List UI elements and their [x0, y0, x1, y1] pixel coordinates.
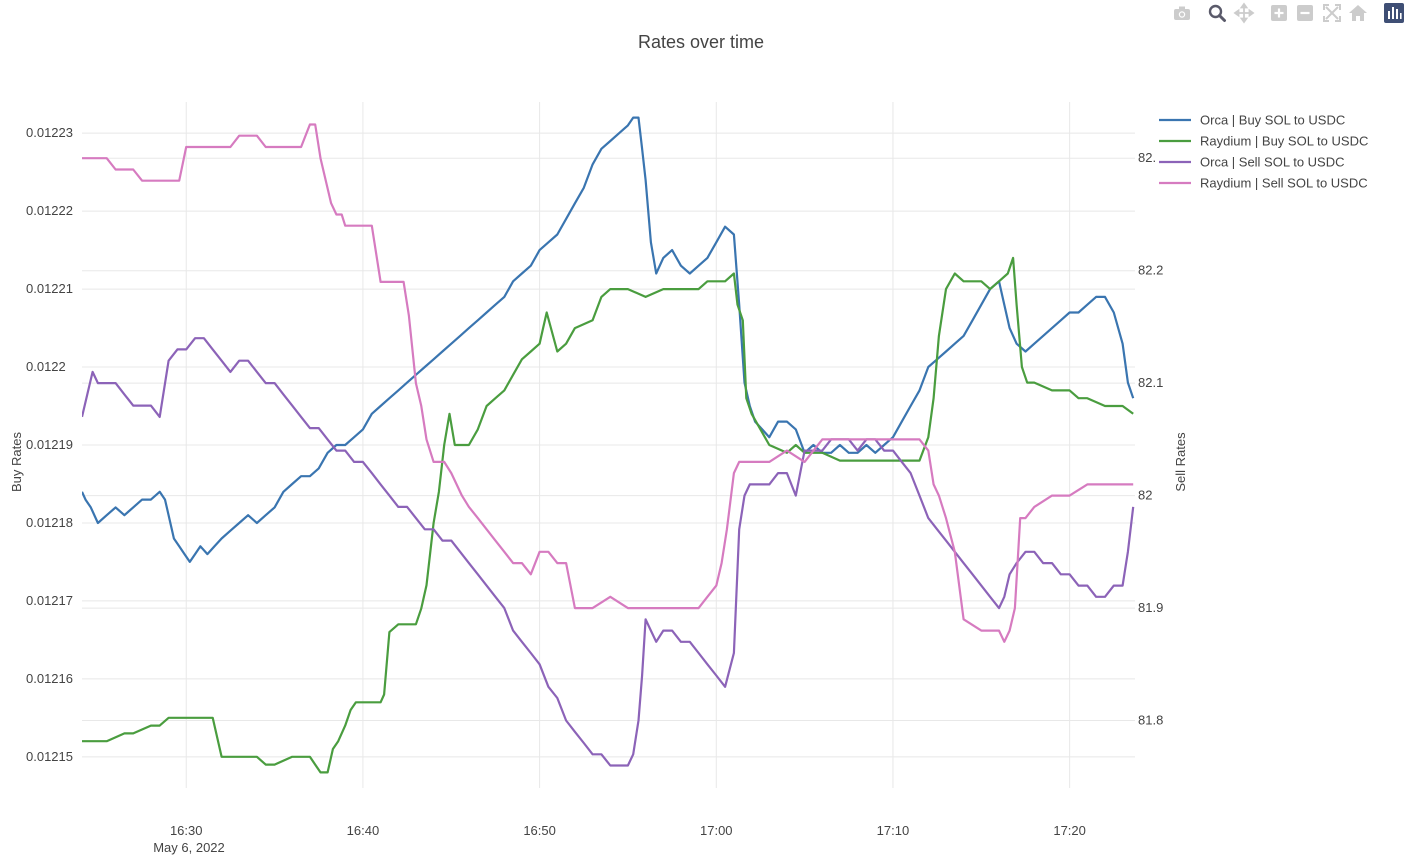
y-left-axis-label: Buy Rates	[9, 432, 24, 492]
zoom-out-icon[interactable]	[1294, 2, 1316, 24]
y-left-tick-label: 0.01215	[26, 749, 73, 764]
y-right-tick-label: 82.	[1138, 150, 1156, 165]
x-tick-label: 17:10	[877, 823, 910, 838]
series-layer	[82, 116, 1135, 774]
legend[interactable]: Orca | Buy SOL to USDC Raydium | Buy SOL …	[1159, 113, 1368, 191]
camera-icon[interactable]	[1171, 2, 1193, 24]
legend-item-raydium-buy-sol-to-usdc[interactable]: Raydium | Buy SOL to USDC	[1159, 134, 1368, 149]
y-right-tick-label: 82	[1138, 488, 1152, 503]
y-right-tick-label: 82.1	[1138, 375, 1163, 390]
y-left-tick-label: 0.01221	[26, 281, 73, 296]
x-tick-label: 17:00	[700, 823, 733, 838]
axis-layer: 16:30 16:40 16:50 17:00 17:10 17:20 0.01215 0.0…	[26, 125, 1163, 838]
legend-label: Raydium | Buy SOL to USDC	[1200, 134, 1368, 149]
plotly-logo-icon[interactable]	[1383, 2, 1405, 24]
y-left-tick-label: 0.01216	[26, 671, 73, 686]
y-left-tick-label: 0.01217	[26, 593, 73, 608]
zoom-icon[interactable]	[1206, 2, 1228, 24]
autoscale-icon[interactable]	[1321, 2, 1343, 24]
legend-label: Raydium | Sell SOL to USDC	[1200, 176, 1368, 191]
series-line-raydium-buy-sol-to-usdc	[82, 256, 1134, 774]
y-right-tick-label: 82.2	[1138, 263, 1163, 278]
legend-label: Orca | Buy SOL to USDC	[1200, 113, 1345, 128]
grid-layer	[82, 102, 1135, 788]
series-line-raydium-sell-sol-to-usdc	[82, 123, 1134, 643]
x-date-label: May 6, 2022	[153, 840, 225, 855]
y-right-tick-label: 81.8	[1138, 713, 1163, 728]
x-tick-label: 17:20	[1053, 823, 1086, 838]
legend-item-raydium-sell-sol-to-usdc[interactable]: Raydium | Sell SOL to USDC	[1159, 176, 1368, 191]
y-left-tick-label: 0.01219	[26, 437, 73, 452]
y-left-tick-label: 0.01222	[26, 203, 73, 218]
x-tick-label: 16:30	[170, 823, 203, 838]
y-left-tick-label: 0.01218	[26, 515, 73, 530]
pan-icon[interactable]	[1233, 2, 1255, 24]
legend-label: Orca | Sell SOL to USDC	[1200, 155, 1345, 170]
legend-item-orca-buy-sol-to-usdc[interactable]: Orca | Buy SOL to USDC	[1159, 113, 1345, 128]
x-tick-label: 16:50	[523, 823, 556, 838]
y-left-tick-label: 0.01223	[26, 125, 73, 140]
legend-item-orca-sell-sol-to-usdc[interactable]: Orca | Sell SOL to USDC	[1159, 155, 1345, 170]
reset-axes-icon[interactable]	[1347, 2, 1369, 24]
y-left-tick-label: 0.0122	[26, 359, 66, 374]
zoom-in-icon[interactable]	[1268, 2, 1290, 24]
x-tick-label: 16:40	[347, 823, 380, 838]
y-right-tick-label: 81.9	[1138, 600, 1163, 615]
series-line-orca-sell-sol-to-usdc	[82, 337, 1135, 767]
chart-title: Rates over time	[638, 32, 764, 52]
series-line-orca-buy-sol-to-usdc	[82, 116, 1135, 564]
y-right-axis-label: Sell Rates	[1173, 432, 1188, 492]
